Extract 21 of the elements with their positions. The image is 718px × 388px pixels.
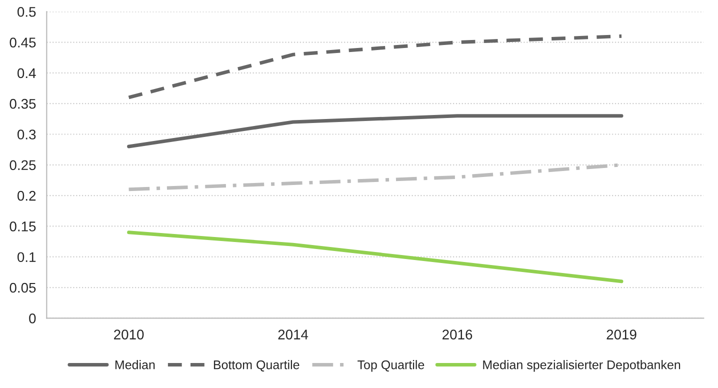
y-tick-label: 0.4 bbox=[17, 68, 36, 78]
legend-label: Median spezialisierter Depotbanken bbox=[483, 360, 680, 372]
y-tick-label: 0.35 bbox=[10, 98, 36, 109]
y-tick-label: 0.05 bbox=[10, 282, 36, 293]
y-tick-label: 0.3 bbox=[17, 130, 36, 140]
y-tick-label: 0.2 bbox=[17, 190, 36, 201]
y-tick-label: 0.25 bbox=[10, 160, 36, 170]
legend-label: Top Quartile bbox=[358, 360, 424, 372]
y-tick-label: 0 bbox=[29, 313, 36, 324]
x-tick-label: 2019 bbox=[606, 330, 636, 340]
x-tick-label: 2010 bbox=[114, 330, 144, 340]
legend-label: Median bbox=[115, 360, 155, 370]
legend-label: Bottom Quartile bbox=[214, 360, 300, 372]
line-series bbox=[127, 34, 624, 100]
x-tick-label: 2014 bbox=[278, 330, 308, 340]
x-tick-label: 2016 bbox=[442, 330, 472, 340]
y-tick-label: 0.15 bbox=[10, 222, 36, 232]
y-tick-label: 0.5 bbox=[17, 6, 36, 17]
y-tick-label: 0.45 bbox=[10, 38, 36, 48]
line-series bbox=[127, 230, 624, 284]
y-tick-label: 0.1 bbox=[17, 252, 36, 262]
